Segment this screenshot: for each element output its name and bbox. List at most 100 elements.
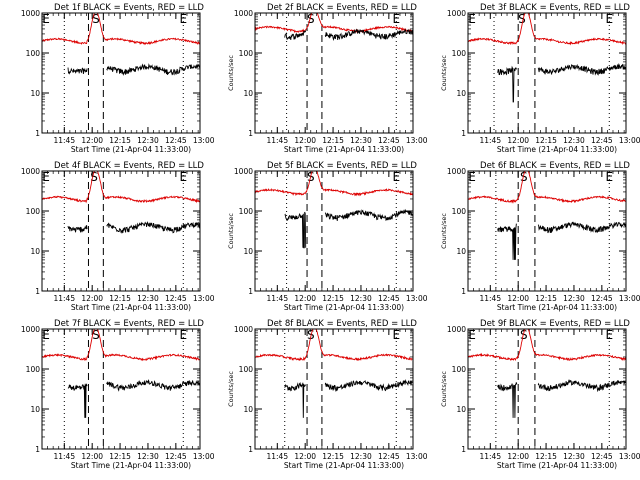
start-marker: S <box>307 12 315 26</box>
x-tick-label: 11:45 <box>479 136 501 145</box>
panel-title: Det 3f BLACK = Events, RED = LLD <box>480 3 630 13</box>
x-tick-label: 12:45 <box>378 294 400 303</box>
y-tick-label: 1 <box>35 287 40 296</box>
x-tick-label: 13:00 <box>193 136 215 145</box>
events-series-line <box>497 379 627 418</box>
y-axis-label: Counts/sec <box>227 55 235 91</box>
x-tick-label: 11:45 <box>266 294 288 303</box>
panel-5: Det 5f BLACK = Events, RED = LLD 1 10 100 10… <box>227 161 428 312</box>
x-tick-label: 11:45 <box>266 136 288 145</box>
plot-frame <box>41 328 201 450</box>
x-tick-label: 12:30 <box>563 136 585 145</box>
plot-frame <box>467 170 627 292</box>
y-tick-label: 10 <box>456 405 466 414</box>
y-tick-label: 1000 <box>21 325 40 334</box>
events-series-line <box>67 63 201 76</box>
end-marker: E <box>605 328 613 342</box>
x-tick-label: 13:00 <box>193 294 215 303</box>
y-tick-label: 1 <box>248 129 253 138</box>
y-tick-label: 100 <box>452 207 467 216</box>
x-tick-label: 12:45 <box>165 452 187 461</box>
events-series-line <box>284 208 414 249</box>
y-tick-label: 100 <box>26 49 41 58</box>
x-tick-label: 12:30 <box>350 452 372 461</box>
y-axis-label: Counts/sec <box>440 371 448 407</box>
start-marker: S <box>518 12 526 26</box>
events-series-line <box>284 378 414 418</box>
plot-frame <box>467 328 627 450</box>
lld-series-line <box>41 328 200 362</box>
end-marker: E <box>179 12 187 26</box>
y-tick-label: 100 <box>239 365 254 374</box>
x-tick-label: 11:45 <box>53 294 75 303</box>
x-tick-label: 12:45 <box>378 452 400 461</box>
end-marker: E <box>392 170 400 184</box>
panel-title: Det 5f BLACK = Events, RED = LLD <box>267 161 417 171</box>
start-marker: S <box>520 170 528 184</box>
lld-series-line <box>254 170 414 197</box>
y-tick-label: 1 <box>461 445 466 454</box>
y-tick-label: 1 <box>248 445 253 454</box>
start-marker: S <box>92 12 100 26</box>
x-tick-label: 12:00 <box>507 136 529 145</box>
y-tick-label: 1000 <box>21 9 40 18</box>
y-tick-label: 1000 <box>234 167 253 176</box>
lld-series-line <box>41 12 201 46</box>
events-series-line <box>497 62 627 103</box>
x-tick-label: 13:00 <box>406 136 428 145</box>
x-tick-label: 12:15 <box>322 452 344 461</box>
y-axis-label: Counts/sec <box>440 55 448 91</box>
x-tick-label: 12:15 <box>109 294 131 303</box>
x-axis-label: Start Time (21-Apr-04 11:33:00) <box>71 461 191 470</box>
y-axis-label: Counts/sec <box>440 213 448 249</box>
y-tick-label: 100 <box>239 207 254 216</box>
x-tick-label: 12:00 <box>294 294 316 303</box>
y-tick-label: 1000 <box>447 167 466 176</box>
x-tick-label: 13:00 <box>619 136 640 145</box>
panel-3: Det 3f BLACK = Events, RED = LLD 1 10 100 10… <box>440 3 640 154</box>
y-tick-label: 10 <box>456 89 466 98</box>
events-series-line <box>67 379 201 418</box>
plot-frame <box>467 12 627 134</box>
panel-9: Det 9f BLACK = Events, RED = LLD 1 10 100 10… <box>440 319 640 470</box>
end-marker: E <box>605 12 613 26</box>
y-tick-label: 1000 <box>234 9 253 18</box>
start-marker: S <box>92 328 100 342</box>
x-axis-label: Start Time (21-Apr-04 11:33:00) <box>284 461 404 470</box>
x-tick-label: 12:30 <box>137 452 159 461</box>
y-tick-label: 10 <box>243 89 253 98</box>
start-marker: S <box>90 170 98 184</box>
end-marker: E <box>605 170 613 184</box>
x-tick-label: 12:30 <box>563 452 585 461</box>
end-marker: E <box>468 12 476 26</box>
y-tick-label: 1000 <box>447 9 466 18</box>
events-series-line <box>497 221 627 260</box>
x-tick-label: 12:00 <box>81 452 103 461</box>
y-tick-label: 10 <box>243 405 253 414</box>
x-tick-label: 12:45 <box>591 452 613 461</box>
panel-title: Det 9f BLACK = Events, RED = LLD <box>480 319 630 329</box>
panel-title: Det 7f BLACK = Events, RED = LLD <box>54 319 204 329</box>
y-tick-label: 100 <box>452 365 467 374</box>
panel-title: Det 2f BLACK = Events, RED = LLD <box>267 3 417 13</box>
x-tick-label: 12:00 <box>81 136 103 145</box>
x-tick-label: 12:45 <box>165 136 187 145</box>
x-tick-label: 11:45 <box>53 452 75 461</box>
x-tick-label: 13:00 <box>193 452 215 461</box>
plot-frame <box>254 328 414 450</box>
x-tick-label: 12:15 <box>535 452 557 461</box>
x-tick-label: 12:30 <box>350 136 372 145</box>
panel-title: Det 4f BLACK = Events, RED = LLD <box>54 161 204 171</box>
end-marker: E <box>468 328 476 342</box>
end-marker: E <box>392 12 400 26</box>
x-tick-label: 12:45 <box>591 294 613 303</box>
end-marker: E <box>42 12 50 26</box>
x-tick-label: 12:30 <box>563 294 585 303</box>
plot-frame <box>41 170 201 292</box>
x-tick-label: 13:00 <box>406 294 428 303</box>
y-tick-label: 10 <box>30 247 40 256</box>
end-marker: E <box>468 170 476 184</box>
lld-series-line <box>467 12 627 46</box>
x-tick-label: 12:15 <box>322 294 344 303</box>
